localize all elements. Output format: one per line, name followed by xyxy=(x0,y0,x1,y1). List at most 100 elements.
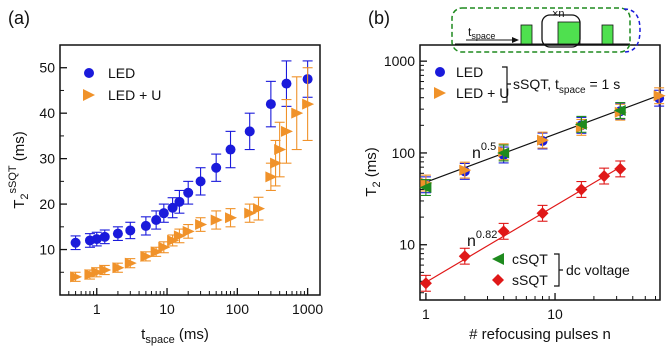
axes-a: 1 10 100 1000 10 20 30 40 50 xyxy=(39,60,323,317)
data-point-b xyxy=(653,90,666,102)
data-point-a xyxy=(158,241,171,253)
x-axis-label-b: # refocusing pulses n xyxy=(469,326,611,343)
data-point-a xyxy=(174,196,185,207)
data-point-a xyxy=(281,78,292,89)
inset-frame-right xyxy=(623,8,641,53)
data-marks-a xyxy=(70,60,315,283)
data-point-a xyxy=(167,202,178,213)
axes-b: 1 10 10 100 1000 xyxy=(384,53,657,322)
data-marks-b xyxy=(419,87,666,292)
data-point-b xyxy=(574,118,587,130)
data-point-a xyxy=(140,220,151,231)
data-point-a xyxy=(70,237,81,248)
fit-annotation-n05: n0.5 xyxy=(472,141,496,162)
legend-label-csqt: cSQT xyxy=(512,251,548,267)
data-point-a xyxy=(210,214,223,226)
data-point-a xyxy=(280,125,293,137)
data-point-a xyxy=(244,207,257,219)
legend-label-led-u: LED + U xyxy=(108,87,161,103)
y-axis-label-a: T2sSQT (ms) xyxy=(7,131,31,209)
inset-repeat-box xyxy=(541,14,581,48)
pulse-sequence-inset: ×n tspace xyxy=(451,7,641,53)
data-point-a xyxy=(125,225,136,236)
data-point-b xyxy=(614,162,627,175)
legend-label-led: LED xyxy=(456,64,483,80)
data-point-a xyxy=(252,203,265,215)
legend-bracket-label-top: sSQT, tspace = 1 s xyxy=(513,76,620,96)
data-point-a xyxy=(70,271,83,283)
legend-b-top: LED LED + U sSQT, tspace = 1 s xyxy=(434,64,620,103)
data-point-a xyxy=(291,107,304,119)
legend-b-bottom: cSQT sSQT dc voltage xyxy=(492,251,630,288)
data-point-a xyxy=(140,250,153,262)
legend-bracket-label-bottom: dc voltage xyxy=(566,262,630,278)
data-point-b xyxy=(598,170,611,183)
data-point-a xyxy=(112,228,123,239)
data-point-a xyxy=(173,230,186,242)
x-tick-label-b: 1 xyxy=(422,306,430,322)
data-point-a xyxy=(182,225,195,237)
y-tick-label-a: 30 xyxy=(39,151,55,167)
legend-label-led: LED xyxy=(108,65,135,81)
inset-pulse xyxy=(601,24,614,45)
data-point-a xyxy=(265,99,276,110)
legend-marker-csqt xyxy=(492,253,504,265)
legend-a: LED LED + U xyxy=(83,65,161,103)
plot-frame-b xyxy=(419,44,661,301)
y-tick-label-b: 1000 xyxy=(384,53,415,69)
legend-label-led-u: LED + U xyxy=(456,85,509,101)
data-point-a xyxy=(195,176,206,187)
data-point-a xyxy=(274,144,287,156)
data-point-a xyxy=(265,171,278,183)
data-point-b xyxy=(419,182,432,194)
data-point-a xyxy=(244,126,255,137)
data-point-b xyxy=(575,183,588,196)
y-tick-label-a: 20 xyxy=(39,196,55,212)
data-point-a xyxy=(302,98,315,110)
y-tick-label-b: 10 xyxy=(399,237,415,253)
fit-annotation-n082: n0.82 xyxy=(467,229,497,250)
data-point-a xyxy=(270,157,283,169)
data-point-a xyxy=(151,215,162,225)
x-tick-label-a: 1 xyxy=(93,301,101,317)
panel-a-label: (a) xyxy=(8,8,30,28)
legend-marker-led-u xyxy=(83,89,95,101)
data-point-a xyxy=(183,187,194,198)
data-point-a xyxy=(124,257,137,269)
inset-t-space-label: tspace xyxy=(468,25,495,41)
data-point-a xyxy=(99,231,110,242)
inset-pulse xyxy=(557,21,581,45)
panel-a: (a) 1 10 100 1000 10 20 30 40 50 LED LED + U tsp… xyxy=(7,8,323,346)
data-point-a xyxy=(91,266,104,278)
y-tick-label-a: 10 xyxy=(39,242,55,258)
legend-bracket-bottom xyxy=(554,253,563,287)
data-point-b xyxy=(536,207,549,220)
data-point-a xyxy=(211,162,222,173)
y-tick-label-a: 50 xyxy=(39,60,55,76)
data-point-b xyxy=(458,250,471,263)
legend-label-ssqt: sSQT xyxy=(512,272,548,288)
fit-line xyxy=(425,166,621,283)
y-axis-label-b: T2 (ms) xyxy=(363,147,383,196)
x-tick-label-a: 100 xyxy=(226,301,250,317)
data-point-b xyxy=(459,164,472,176)
y-tick-label-b: 100 xyxy=(392,145,416,161)
data-point-a xyxy=(167,234,180,246)
data-point-b xyxy=(613,105,626,117)
data-point-a xyxy=(112,262,125,274)
inset-repeat-label: ×n xyxy=(552,8,565,20)
inset-pulse xyxy=(520,24,533,45)
data-point-a xyxy=(91,234,102,245)
data-point-b xyxy=(497,147,510,159)
x-tick-label-b: 10 xyxy=(547,306,563,322)
data-point-b xyxy=(419,277,432,290)
legend-marker-ssqt xyxy=(492,274,504,286)
x-tick-label-a: 1000 xyxy=(292,301,323,317)
data-point-b xyxy=(497,225,510,238)
x-axis-label-a: tspace (ms) xyxy=(141,326,209,346)
y-tick-label-a: 40 xyxy=(39,105,55,121)
data-point-a xyxy=(150,246,163,258)
data-point-a xyxy=(195,219,208,231)
legend-marker-led xyxy=(435,67,445,77)
